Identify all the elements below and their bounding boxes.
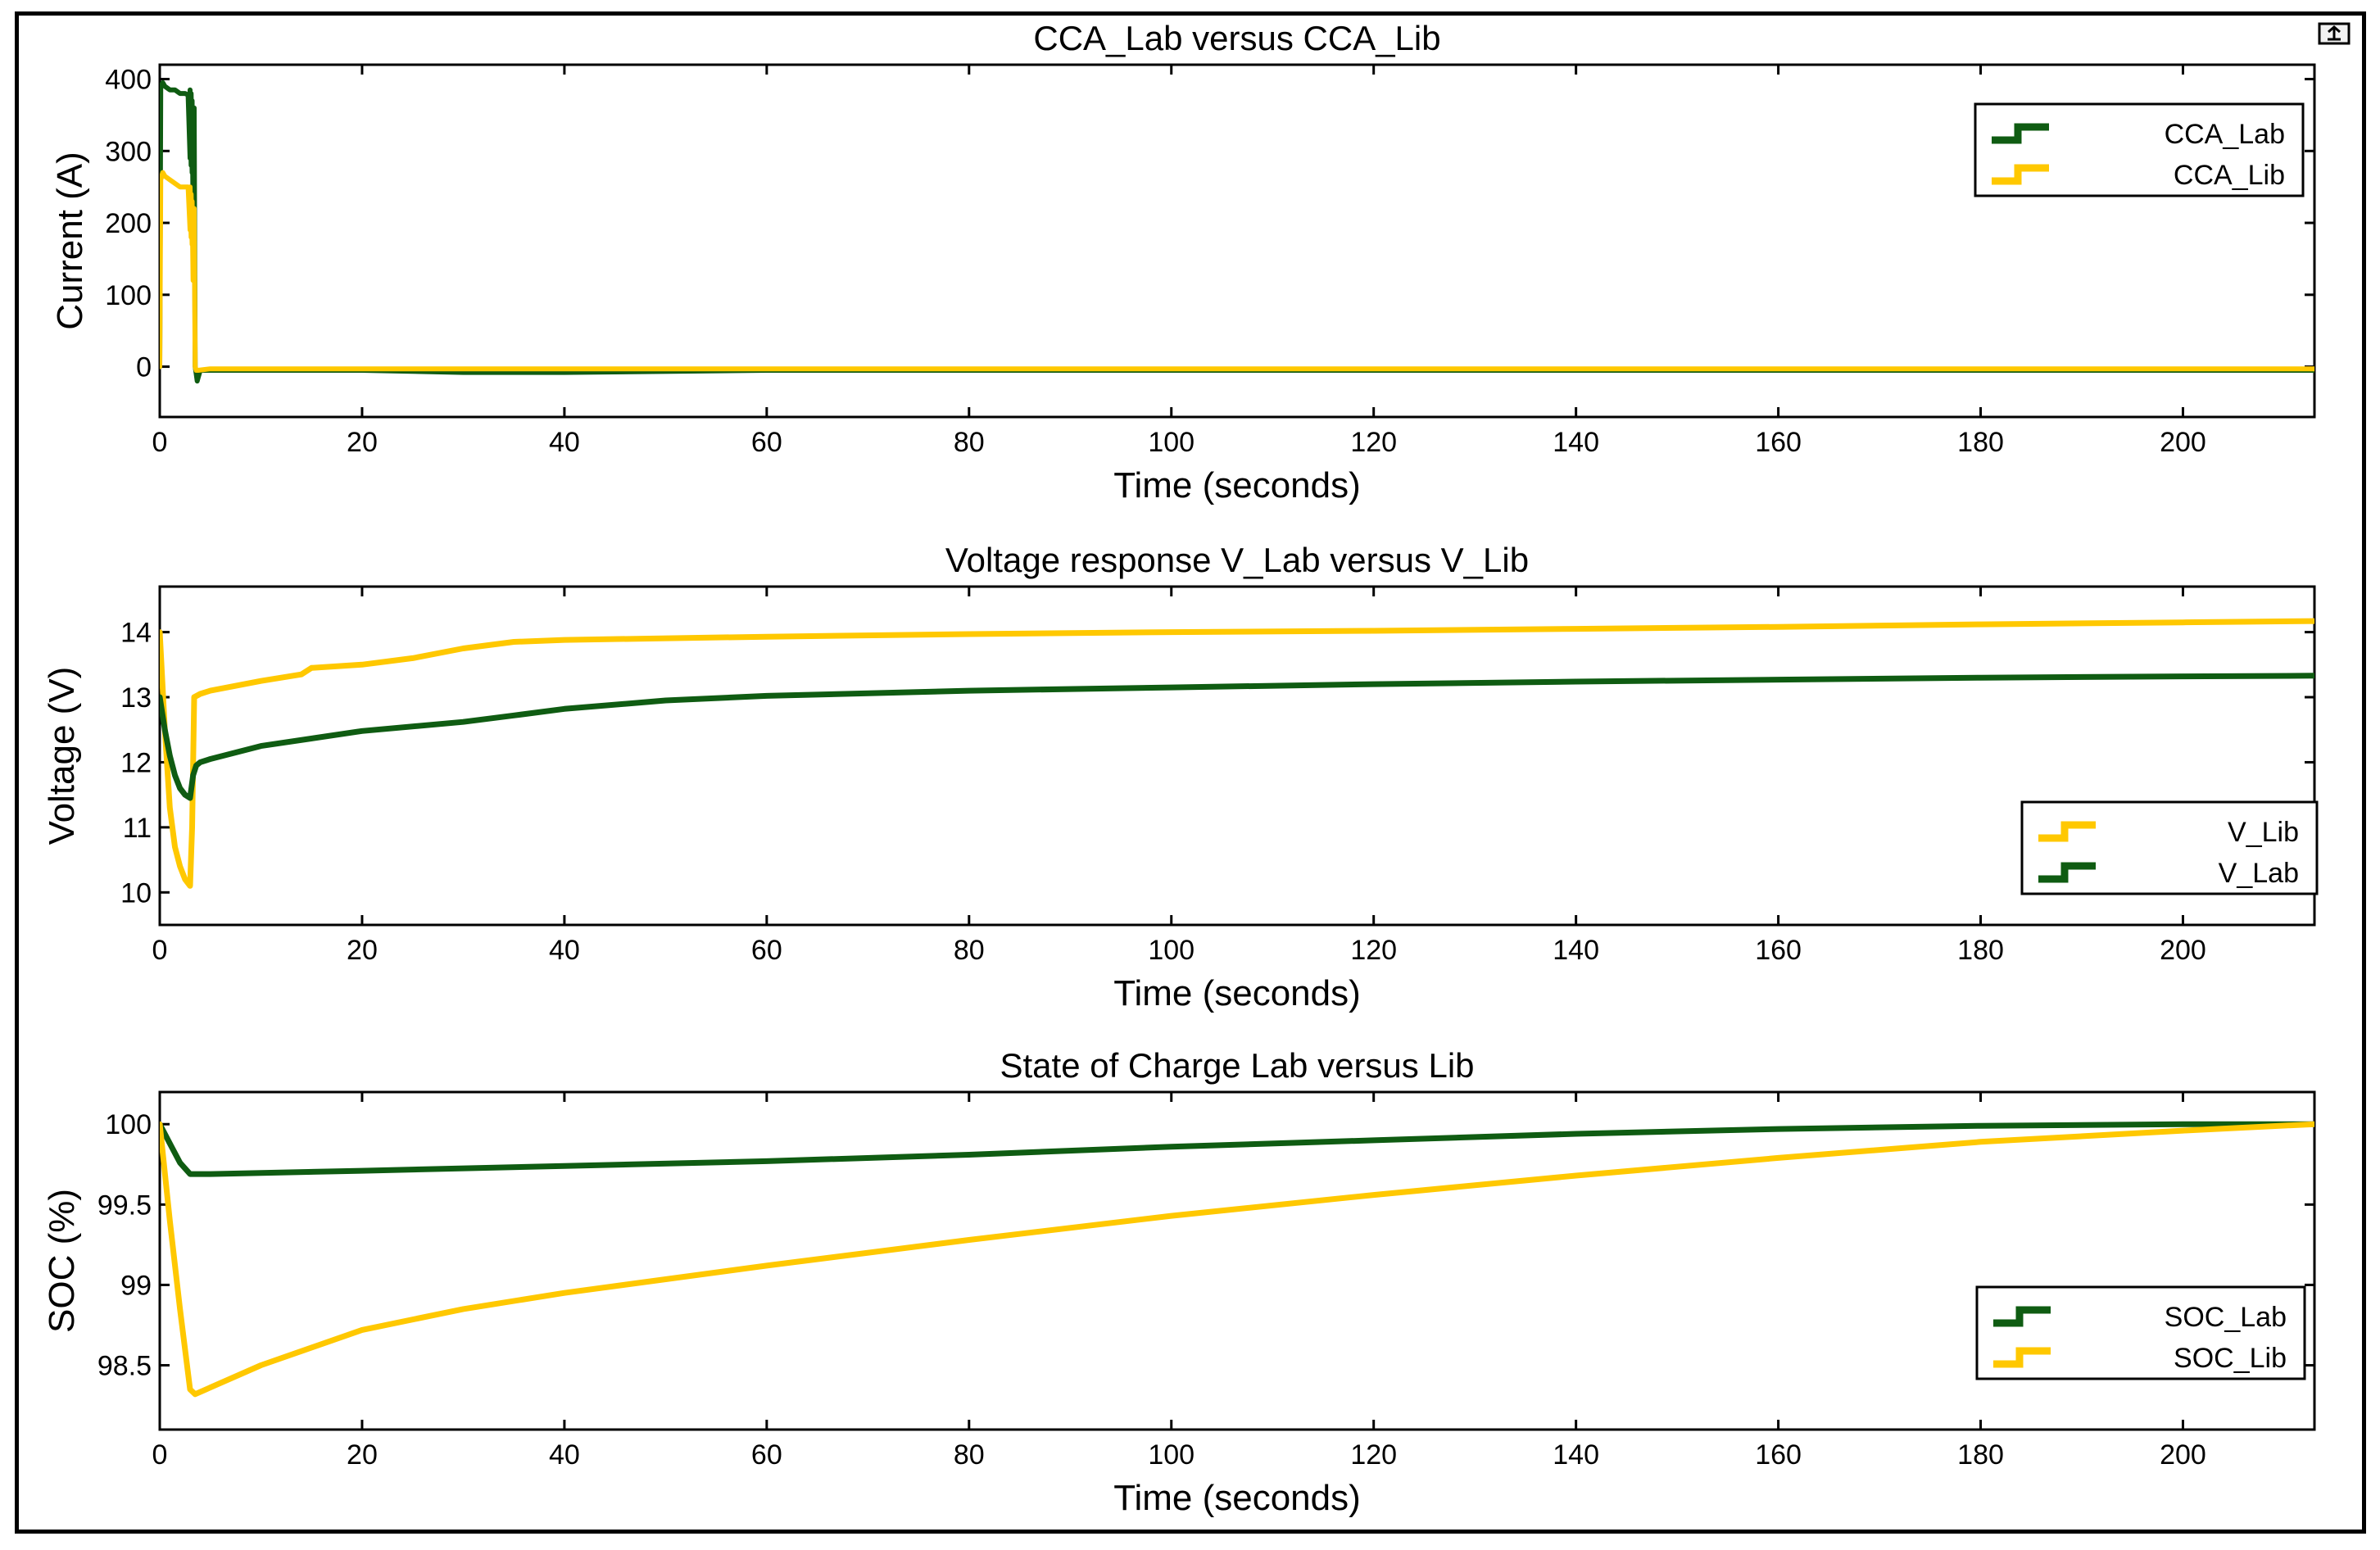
series-group: [160, 618, 2314, 889]
x-tick-label: 120: [1350, 1439, 1397, 1471]
x-tick-label: 20: [347, 427, 378, 458]
chart-title: CCA_Lab versus CCA_Lib: [1033, 19, 1440, 57]
y-tick-label: 14: [120, 618, 152, 649]
series-line-soc-lib: [160, 1121, 2314, 1398]
x-axis-label: Time (seconds): [1113, 1478, 1361, 1518]
y-tick-label: 13: [120, 682, 152, 714]
x-tick-label: 160: [1755, 427, 1802, 458]
x-tick-label: 100: [1148, 1439, 1195, 1471]
chart-legend: V_Lib V_Lab: [2020, 800, 2319, 895]
series-group: [160, 79, 2314, 384]
y-tick-label: 99.5: [97, 1190, 152, 1221]
legend-label: SOC_Lab: [2165, 1302, 2287, 1333]
legend-label: CCA_Lab: [2165, 119, 2285, 150]
x-tick-label: 20: [347, 935, 378, 966]
y-tick-label: 11: [123, 813, 152, 844]
axes-box: [158, 585, 2316, 927]
x-tick-label: 60: [751, 1439, 782, 1471]
x-tick-label: 0: [152, 1439, 168, 1471]
y-tick-label: 100: [105, 280, 152, 311]
y-tick-label: 10: [120, 877, 152, 909]
x-tick-label: 40: [549, 1439, 580, 1471]
x-tick-label: 80: [954, 935, 985, 966]
x-tick-label: 200: [2160, 427, 2206, 458]
x-tick-label: 200: [2160, 1439, 2206, 1471]
legend-swatch: [1992, 164, 2049, 185]
legend-label: V_Lab: [2219, 858, 2299, 889]
y-tick-label: 300: [105, 136, 152, 167]
x-tick-label: 60: [751, 935, 782, 966]
x-tick-label: 140: [1553, 935, 1599, 966]
x-tick-label: 100: [1148, 935, 1195, 966]
series-line-v-lab: [160, 673, 2314, 801]
series-line-v-lib: [160, 618, 2314, 889]
x-axis-label: Time (seconds): [1113, 465, 1361, 505]
y-axis-label: SOC (%): [42, 1189, 82, 1333]
y-tick-label: 0: [136, 352, 152, 383]
x-tick-label: 200: [2160, 935, 2206, 966]
x-tick-label: 160: [1755, 935, 1802, 966]
legend-swatch: [1993, 1306, 2051, 1327]
legend-swatch: [1992, 123, 2049, 144]
x-tick-label: 140: [1553, 427, 1599, 458]
y-tick-label: 100: [105, 1109, 152, 1140]
x-tick-label: 160: [1755, 1439, 1802, 1471]
axes-box: [158, 1090, 2316, 1431]
chart-panel-3: State of Charge Lab versus Lib 0 20 40 60 80 1…: [42, 1046, 2316, 1518]
legend-label: SOC_Lib: [2174, 1343, 2287, 1374]
legend-swatch: [1993, 1347, 2051, 1368]
chart-title: Voltage response V_Lab versus V_Lib: [945, 541, 1529, 579]
y-tick-label: 99: [120, 1270, 152, 1301]
figure-frame: CCA_Lab versus CCA_Lib 0 20 40 60 80 100 120 140…: [15, 11, 2366, 1534]
x-axis-label: Time (seconds): [1113, 973, 1361, 1013]
series-line-cca-lib: [160, 170, 2314, 373]
y-tick-label: 400: [105, 65, 152, 96]
chart-panel-2: Voltage response V_Lab versus V_Lib 0 20 40…: [42, 541, 2319, 1013]
y-tick-label: 200: [105, 208, 152, 239]
chart-panel-1: CCA_Lab versus CCA_Lib 0 20 40 60 80 100 120 140…: [50, 19, 2316, 505]
legend-box: [2020, 800, 2319, 895]
legend-box: [1974, 102, 2305, 197]
series-group: [160, 1121, 2314, 1398]
x-tick-label: 60: [751, 427, 782, 458]
y-axis-label: Voltage (V): [42, 667, 82, 845]
y-tick-label: 12: [120, 747, 152, 778]
export-figure-button[interactable]: [2318, 22, 2351, 45]
x-tick-label: 40: [549, 427, 580, 458]
x-tick-label: 180: [1957, 427, 2004, 458]
legend-box: [1975, 1285, 2306, 1380]
series-line-soc-lab: [160, 1121, 2314, 1177]
export-arrow-icon: [2328, 25, 2341, 41]
chart-title: State of Charge Lab versus Lib: [1000, 1046, 1474, 1085]
x-tick-label: 100: [1148, 427, 1195, 458]
legend-label: V_Lib: [2228, 817, 2299, 848]
x-tick-label: 0: [152, 935, 168, 966]
x-tick-label: 20: [347, 1439, 378, 1471]
legend-swatch: [2038, 862, 2096, 883]
legend-swatch: [2038, 821, 2096, 842]
x-tick-label: 180: [1957, 935, 2004, 966]
x-tick-label: 120: [1350, 427, 1397, 458]
legend-label: CCA_Lib: [2174, 160, 2285, 191]
y-axis-label: Current (A): [50, 152, 90, 330]
x-tick-label: 0: [152, 427, 168, 458]
x-tick-label: 120: [1350, 935, 1397, 966]
chart-legend: SOC_Lab SOC_Lib: [1975, 1285, 2306, 1380]
x-tick-label: 140: [1553, 1439, 1599, 1471]
y-tick-label: 98.5: [97, 1351, 152, 1382]
chart-legend: CCA_Lab CCA_Lib: [1974, 102, 2305, 197]
x-tick-label: 40: [549, 935, 580, 966]
x-tick-label: 180: [1957, 1439, 2004, 1471]
x-tick-label: 80: [954, 1439, 985, 1471]
x-tick-label: 80: [954, 427, 985, 458]
